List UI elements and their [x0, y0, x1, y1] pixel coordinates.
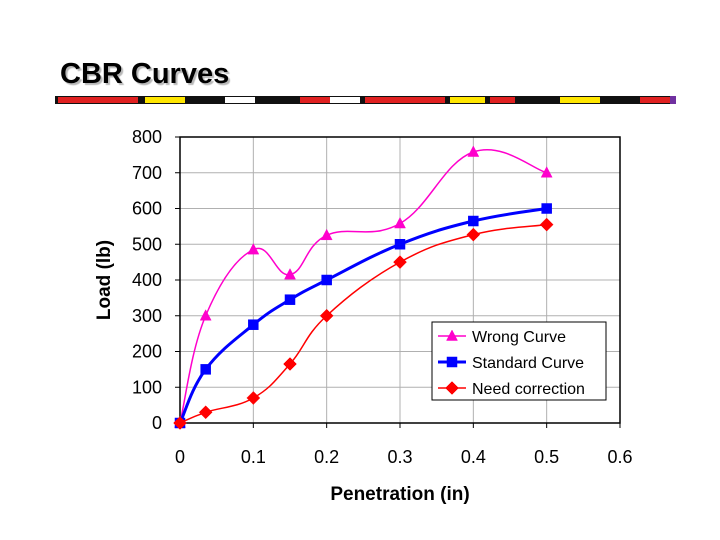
legend-label: Wrong Curve: [472, 329, 566, 346]
x-tick-label: 0.3: [387, 447, 412, 467]
data-point-triangle: [467, 145, 480, 157]
y-tick-label: 300: [132, 306, 162, 326]
data-point-square: [248, 319, 259, 330]
y-tick-label: 400: [132, 270, 162, 290]
data-point-square: [321, 274, 332, 286]
legend-marker-diamond: [445, 381, 459, 395]
data-point-square: [284, 294, 296, 305]
x-tick-label: 0: [175, 447, 185, 467]
y-tick-label: 0: [152, 413, 162, 433]
data-point-diamond: [173, 416, 187, 430]
data-point-triangle: [284, 268, 296, 280]
legend-marker-square: [446, 356, 458, 368]
data-point-triangle: [540, 166, 553, 178]
data-point-triangle: [394, 216, 406, 229]
series-triangle: [174, 145, 553, 428]
y-tick-label: 800: [132, 127, 162, 147]
y-axis-title: Load (lb): [94, 240, 115, 320]
data-point-diamond: [283, 357, 297, 371]
data-point-diamond: [466, 227, 481, 242]
data-point-triangle: [320, 228, 333, 241]
series-layer: [173, 145, 554, 430]
x-axis-title: Penetration (in): [330, 484, 469, 505]
y-tick-label: 500: [132, 234, 162, 254]
data-point-square: [394, 239, 406, 250]
y-tick-label: 200: [132, 342, 162, 362]
data-point-diamond: [539, 217, 554, 232]
data-point-square: [468, 215, 479, 227]
x-tick-label: 0.4: [461, 447, 486, 467]
y-tick-label: 600: [132, 199, 162, 219]
data-point-diamond: [198, 405, 213, 420]
data-point-square: [200, 364, 211, 375]
data-point-triangle: [247, 243, 260, 255]
x-tick-label: 0.2: [314, 447, 339, 467]
x-tick-label: 0.5: [534, 447, 559, 467]
title-divider-bar: [55, 96, 676, 104]
data-point-square: [541, 203, 552, 214]
legend-label: Standard Curve: [472, 355, 584, 372]
x-tick-label: 0.1: [241, 447, 266, 467]
legend-marker-triangle: [446, 329, 458, 341]
axis-ticks: 0 0.1 0.2 0.3 0.4 0.5 0.6 0 100 200 300 400 500 600 70…: [132, 127, 633, 467]
slide-title: CBR Curves: [60, 58, 230, 90]
series-diamond: [173, 217, 554, 430]
x-tick-label: 0.6: [607, 447, 632, 467]
data-point-diamond: [393, 255, 407, 269]
legend-label: Need correction: [472, 381, 585, 398]
y-tick-label: 100: [132, 377, 162, 397]
legend: Wrong Curve Standard Curve Need correction: [431, 321, 607, 401]
data-point-diamond: [319, 308, 334, 323]
data-point-triangle: [199, 309, 212, 321]
y-tick-label: 700: [132, 163, 162, 183]
data-point-diamond: [246, 391, 261, 405]
